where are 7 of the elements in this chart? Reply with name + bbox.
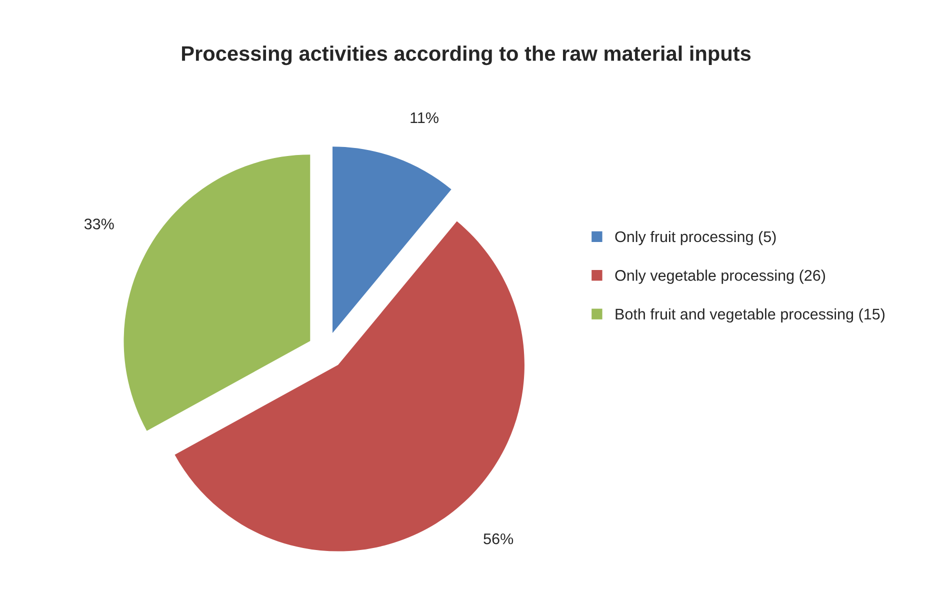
data-label: 11%: [410, 112, 438, 124]
legend-label: Only vegetable processing (26): [615, 270, 826, 284]
legend-label: Only fruit processing (5): [615, 230, 776, 246]
data-label: 33%: [84, 218, 114, 230]
legend-label: Both fruit and vegetable processing (15): [616, 308, 884, 323]
chart-title: Processing activities according to the raw material inputs: [182, 46, 751, 66]
data-label: 56%: [484, 533, 514, 544]
